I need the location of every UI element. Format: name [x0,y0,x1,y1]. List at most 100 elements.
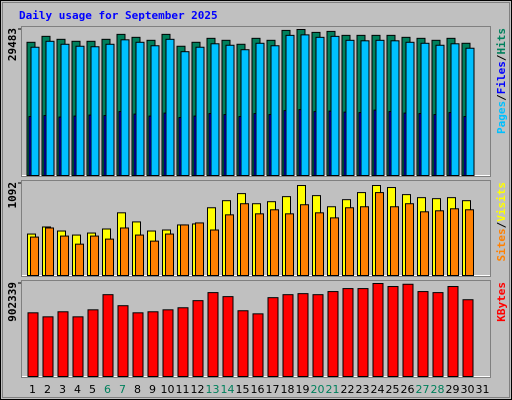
bar [150,45,160,177]
bar [225,44,235,176]
bar [195,46,205,176]
x-tick-label: 30 [461,383,475,396]
bar [327,291,339,377]
x-tick-label: 21 [326,383,340,396]
bar [390,206,399,276]
bar [462,299,474,377]
bar [195,222,204,277]
bar [240,203,249,277]
bar [45,227,54,277]
bar [117,305,129,378]
bar [420,42,430,176]
bar [267,297,279,377]
bar [72,316,84,377]
bar [105,238,114,277]
bar [30,46,40,176]
x-tick-label: 26 [401,383,415,396]
x-tick-label: 28 [431,383,445,396]
legend-separator: / [495,54,508,61]
bar [105,43,115,176]
bar [210,43,220,177]
x-tick-label: 7 [119,383,126,396]
bar [177,307,189,378]
legend: Sites/Visits [495,182,508,262]
bar [405,41,415,176]
bar [387,286,399,377]
x-tick-label: 14 [221,383,235,396]
bar [240,49,250,176]
x-tick-label: 15 [236,383,250,396]
bar [447,286,459,377]
bar [375,192,384,277]
bar [252,313,264,377]
x-tick-label: 17 [266,383,280,396]
legend-entry: Visits [495,182,508,222]
bar [90,235,99,276]
bar [150,240,159,276]
bar [432,292,444,378]
bar [390,40,400,176]
bar [285,213,294,276]
bar [360,40,370,176]
bar [405,203,414,277]
bar [165,38,175,177]
bar [315,36,325,177]
legend-entry: Files [495,61,508,94]
bar [27,312,39,378]
bar [147,311,159,377]
legend: KBytes [495,282,508,322]
x-tick-label: 29 [446,383,460,396]
bar [342,288,354,377]
x-tick-label: 3 [59,383,66,396]
bar [237,310,249,378]
x-tick-label: 12 [191,383,205,396]
bar [60,43,70,176]
bar [435,210,444,277]
legend-separator: / [495,221,508,228]
bar [270,45,280,177]
bar [435,44,445,176]
bar [300,34,310,176]
bar [57,311,69,377]
bar [132,312,144,378]
bar [75,243,84,277]
bar [210,229,219,276]
x-tick-label: 10 [161,383,175,396]
x-tick-label: 25 [386,383,400,396]
legend-entry: Sites [495,228,508,261]
bar [360,206,369,276]
x-tick-label: 19 [296,383,310,396]
bar [450,43,460,177]
bar [417,291,429,377]
x-tick-label: 2 [44,383,51,396]
bar [297,293,309,377]
bar [102,294,114,378]
x-tick-label: 16 [251,383,265,396]
bar [375,39,385,177]
bar [357,288,369,377]
x-tick-label: 4 [74,383,81,396]
bar [45,40,55,177]
y-tick-label: 29483 [6,28,19,61]
chart-title: Daily usage for September 2025 [19,9,218,22]
bar [255,42,265,176]
bar [402,283,414,378]
x-tick-label: 20 [311,383,325,396]
bar [75,45,85,176]
x-tick-label: 5 [89,383,96,396]
legend-separator: / [495,94,508,101]
bar [255,213,264,276]
x-tick-label: 22 [341,383,355,396]
bar [285,34,295,176]
bar [225,214,234,276]
bar [312,294,324,378]
legend-entry: KBytes [495,282,508,322]
bar [60,235,69,276]
bar [330,35,340,177]
x-tick-label: 9 [149,383,156,396]
x-tick-label: 8 [134,383,141,396]
bar [450,208,459,276]
bar [345,207,354,276]
